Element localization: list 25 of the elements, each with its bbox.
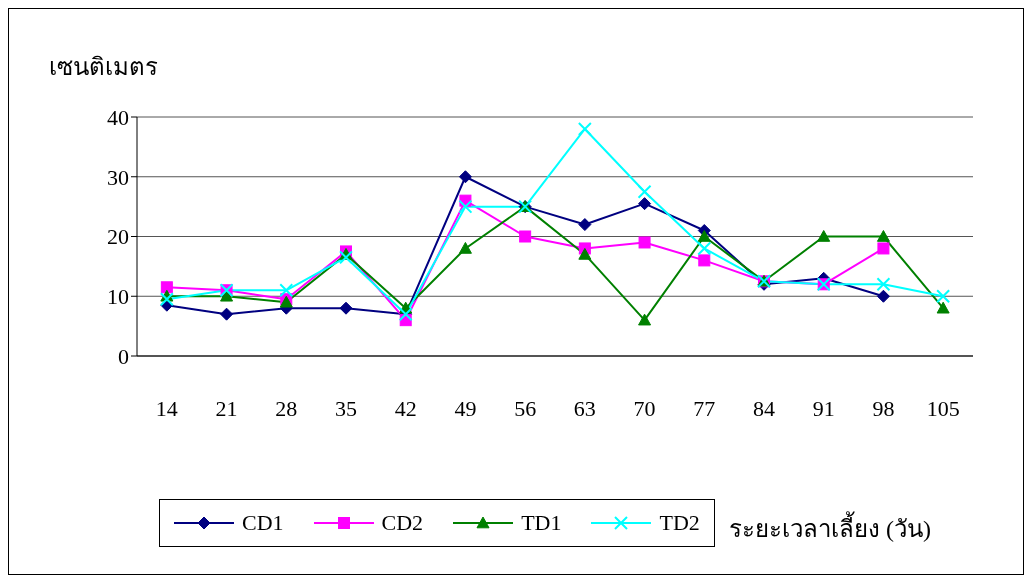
x-tick-label: 105: [926, 395, 960, 421]
x-tick-label: 91: [812, 395, 835, 421]
x-tick-label: 14: [155, 395, 178, 421]
x-tick-label: 84: [753, 395, 775, 421]
y-tick-label: 0: [118, 343, 129, 369]
x-axis-title: ระยะเวลาเลี้ยง (วัน): [729, 510, 931, 544]
legend-label: CD1: [242, 510, 284, 536]
x-tick-label: 49: [454, 395, 477, 421]
x-tick-label: 35: [335, 395, 357, 421]
legend-label: CD2: [381, 510, 424, 536]
x-tick-label: 70: [633, 395, 656, 421]
x-tick-label: 56: [514, 395, 537, 421]
x-tick-label: 63: [573, 395, 596, 421]
legend-label: TD2: [659, 510, 700, 536]
y-tick-label: 30: [107, 164, 129, 190]
legend-label: TD1: [521, 510, 562, 536]
x-tick-label: 21: [215, 395, 238, 421]
x-tick-label: 77: [693, 395, 716, 421]
y-tick-label: 20: [107, 224, 129, 250]
x-tick-label: 42: [394, 395, 417, 421]
x-tick-label: 98: [872, 395, 895, 421]
x-tick-label: 28: [275, 395, 298, 421]
y-tick-label: 10: [107, 284, 129, 310]
y-axis-title: เซนติเมตร: [49, 53, 158, 82]
y-tick-label: 40: [107, 104, 129, 130]
